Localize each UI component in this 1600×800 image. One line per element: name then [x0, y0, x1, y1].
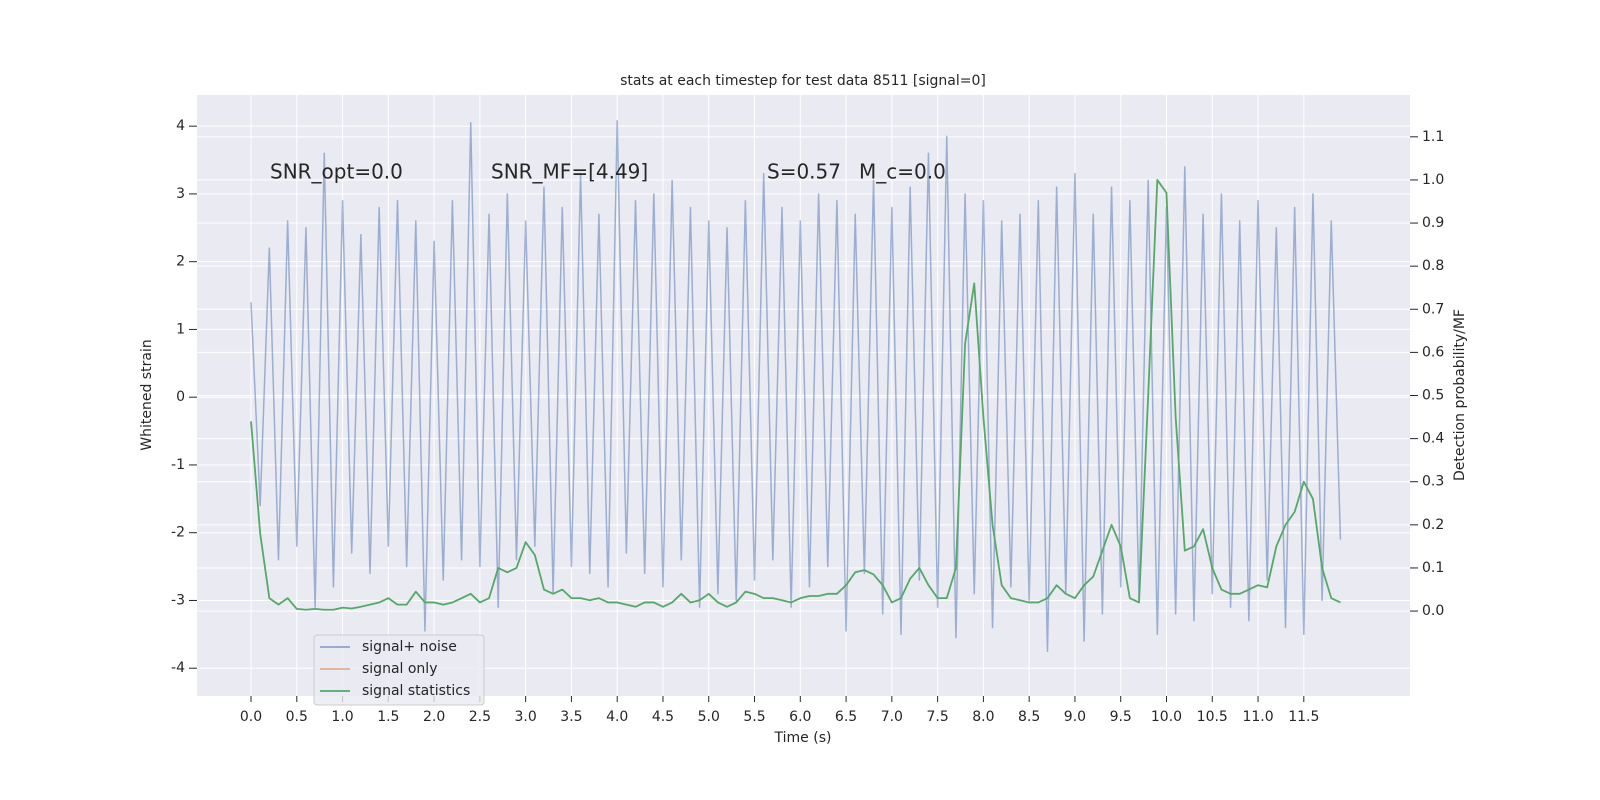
- y2-tick-label: 0.6: [1422, 344, 1444, 360]
- y-tick-label: 2: [176, 254, 185, 270]
- x-tick-label: 4.5: [652, 709, 674, 725]
- x-tick-label: 1.0: [331, 709, 353, 725]
- annotation: SNR_opt=0.0: [270, 160, 403, 184]
- y2-tick-label: 0.4: [1422, 431, 1444, 447]
- y2-tick-label: 0.0: [1422, 603, 1444, 619]
- annotation: S=0.57: [767, 160, 841, 184]
- y-tick-label: -1: [171, 457, 185, 473]
- y2-tick-label: 0.8: [1422, 258, 1444, 274]
- x-tick-label: 3.5: [560, 709, 582, 725]
- y2-tick-label: 0.2: [1422, 517, 1444, 533]
- y2-tick-label: 0.9: [1422, 215, 1444, 231]
- y-tick-label: -3: [171, 592, 185, 608]
- x-tick-label: 10.0: [1151, 709, 1182, 725]
- x-tick-label: 6.0: [789, 709, 811, 725]
- series-line: [250, 179, 1341, 611]
- legend-label: signal+ noise: [362, 639, 457, 655]
- x-tick-label: 11.5: [1288, 709, 1319, 725]
- y2-tick-label: 1.1: [1422, 129, 1444, 145]
- y-tick-label: 0: [176, 389, 185, 405]
- x-tick-label: 4.0: [606, 709, 628, 725]
- x-tick-label: 7.0: [881, 709, 903, 725]
- annotation: M_c=0.0: [859, 160, 946, 184]
- y-axis-label: Whitened strain: [139, 339, 155, 450]
- x-axis-label: Time (s): [774, 730, 832, 746]
- x-tick-label: 9.5: [1110, 709, 1132, 725]
- x-tick-label: 2.0: [423, 709, 445, 725]
- x-tick-label: 8.0: [972, 709, 994, 725]
- x-tick-label: 3.0: [515, 709, 537, 725]
- x-tick-label: 10.5: [1197, 709, 1228, 725]
- annotation: SNR_MF=[4.49]: [491, 160, 648, 184]
- x-tick-label: 2.5: [469, 709, 491, 725]
- x-tick-label: 9.0: [1064, 709, 1086, 725]
- legend-label: signal statistics: [362, 683, 470, 699]
- x-tick-label: 0.5: [286, 709, 308, 725]
- y2-tick-label: 0.5: [1422, 388, 1444, 404]
- y2-tick-label: 0.3: [1422, 474, 1444, 490]
- y2-tick-label: 1.0: [1422, 172, 1444, 188]
- y-tick-label: 1: [176, 321, 185, 337]
- x-tick-label: 6.5: [835, 709, 857, 725]
- legend-box: [313, 634, 485, 706]
- chart-title: stats at each timestep for test data 851…: [620, 73, 986, 89]
- x-tick-label: 11.0: [1242, 709, 1273, 725]
- y2-axis-label: Detection probability/MF: [1452, 309, 1468, 481]
- x-tick-label: 1.5: [377, 709, 399, 725]
- x-tick-label: 0.0: [240, 709, 262, 725]
- legend-label: signal only: [362, 661, 437, 677]
- x-tick-label: 8.5: [1018, 709, 1040, 725]
- x-tick-label: 7.5: [926, 709, 948, 725]
- x-tick-label: 5.0: [698, 709, 720, 725]
- y2-tick-label: 0.7: [1422, 301, 1444, 317]
- x-tick-label: 5.5: [743, 709, 765, 725]
- y2-tick-label: 0.1: [1422, 560, 1444, 576]
- y-tick-label: -4: [171, 660, 185, 676]
- y-tick-label: 3: [176, 186, 185, 202]
- y-tick-label: 4: [176, 118, 185, 134]
- series-line: [250, 120, 1342, 653]
- y-tick-label: -2: [171, 525, 185, 541]
